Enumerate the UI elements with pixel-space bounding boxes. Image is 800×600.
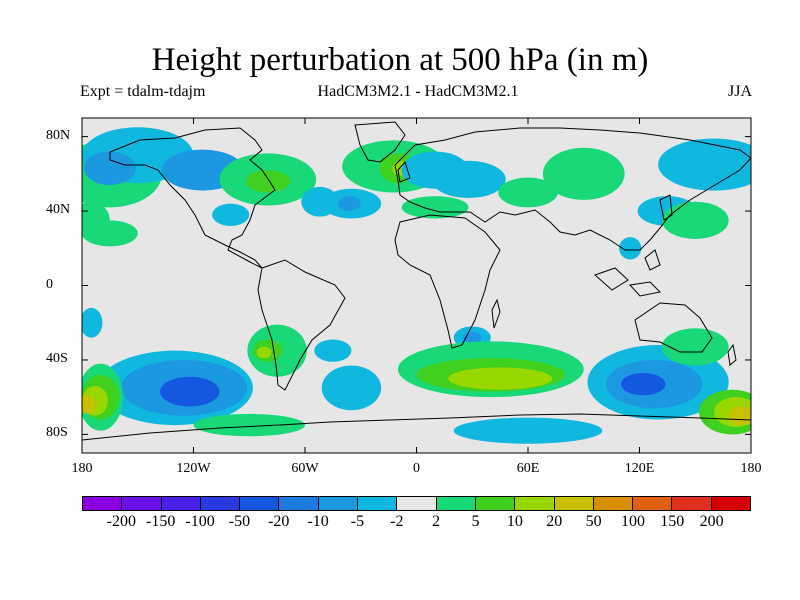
lon-tick-label: 180 — [71, 461, 93, 476]
colorbar-label: 5 — [471, 513, 480, 530]
colorbar-segment — [200, 497, 241, 510]
anomaly-region-50 — [728, 406, 751, 426]
colorbar-segment — [161, 497, 201, 510]
colorbar-label: 100 — [620, 513, 645, 530]
lon-tick-label: 180 — [740, 461, 762, 476]
lon-tick-label: 120E — [624, 461, 655, 476]
anomaly-region--5 — [212, 203, 250, 226]
anomaly-region--5 — [431, 160, 506, 199]
experiment-label: Expt = tdalm-tdajm — [80, 83, 206, 100]
lon-tick-label: 60E — [516, 461, 540, 476]
map-title: Height perturbation at 500 hPa (in m) — [151, 42, 649, 78]
colorbar-label: 10 — [506, 513, 523, 530]
colorbar-label: -5 — [350, 513, 365, 530]
anomaly-region-20 — [256, 346, 272, 359]
colorbar-label: 20 — [546, 513, 563, 530]
colorbar-segment — [633, 497, 673, 510]
coastlines — [82, 121, 751, 441]
anomaly-region-5 — [193, 413, 305, 437]
colorbar-label: -150 — [146, 513, 176, 530]
colorbar-segment — [475, 497, 516, 510]
colorbar-segment — [358, 497, 398, 510]
colorbar-segment — [83, 497, 123, 510]
lon-tick-label: 0 — [413, 461, 420, 476]
season-label: JJA — [727, 83, 752, 100]
colorbar-segment — [711, 497, 751, 510]
anomaly-region-5 — [82, 201, 110, 239]
colorbar-segment — [318, 497, 359, 510]
colorbar-segment — [515, 497, 555, 510]
lon-tick-label: 60W — [291, 461, 319, 476]
model-comparison-label: HadCM3M2.1 - HadCM3M2.1 — [317, 83, 519, 100]
anomaly-region--5 — [658, 138, 751, 191]
anomaly-region--5 — [314, 339, 352, 362]
anomaly-region-5 — [401, 196, 469, 219]
colorbar-label: -50 — [228, 513, 251, 530]
colorbar-label: -200 — [106, 513, 137, 530]
anomaly-region--10 — [83, 151, 136, 185]
lon-tick-label: 120W — [176, 461, 211, 476]
colorbar-label: -20 — [268, 513, 290, 530]
anomaly-region--5 — [619, 237, 642, 260]
colorbar-label: 150 — [660, 513, 685, 530]
anomaly-region-5 — [661, 328, 729, 366]
colorbar-label: -2 — [390, 513, 404, 530]
colorbar-label: 200 — [699, 513, 724, 530]
colorbar-segment — [397, 497, 437, 510]
colorbar-label: 2 — [432, 513, 441, 530]
colorbar-segment — [554, 497, 594, 510]
anomaly-region--5 — [453, 417, 603, 444]
anomaly-region-10 — [245, 170, 291, 193]
colorbar-segment — [240, 497, 280, 510]
colorbar-segment — [279, 497, 319, 510]
lat-tick-label: 40N — [46, 202, 71, 218]
colorbar-segment — [672, 497, 712, 510]
anomaly-region-5 — [661, 201, 729, 239]
colorbar-label: 50 — [585, 513, 602, 530]
lat-tick-label: 40S — [46, 350, 68, 366]
lat-tick-label: 80S — [46, 425, 68, 441]
anomaly-region-50 — [82, 395, 96, 414]
anomaly-region--10 — [338, 196, 361, 212]
colorbar-segment — [593, 497, 634, 510]
anomaly-region-5 — [498, 177, 558, 208]
anomaly-region--5 — [321, 365, 382, 411]
anomaly-region--5 — [82, 307, 103, 338]
lat-tick-label: 0 — [46, 276, 53, 292]
colorbar-segment — [436, 497, 476, 510]
colorbar-label: -100 — [185, 513, 215, 530]
anomaly-region-20 — [448, 367, 553, 390]
colorbar-label: -10 — [307, 513, 329, 530]
anomaly-region--20 — [160, 376, 220, 407]
anomaly-region-5 — [542, 147, 625, 200]
anomaly-region--20 — [620, 372, 666, 396]
lat-tick-label: 80N — [46, 127, 71, 143]
anomaly-region--5 — [713, 140, 751, 171]
colorbar — [82, 496, 751, 511]
colorbar-segment — [122, 497, 162, 510]
